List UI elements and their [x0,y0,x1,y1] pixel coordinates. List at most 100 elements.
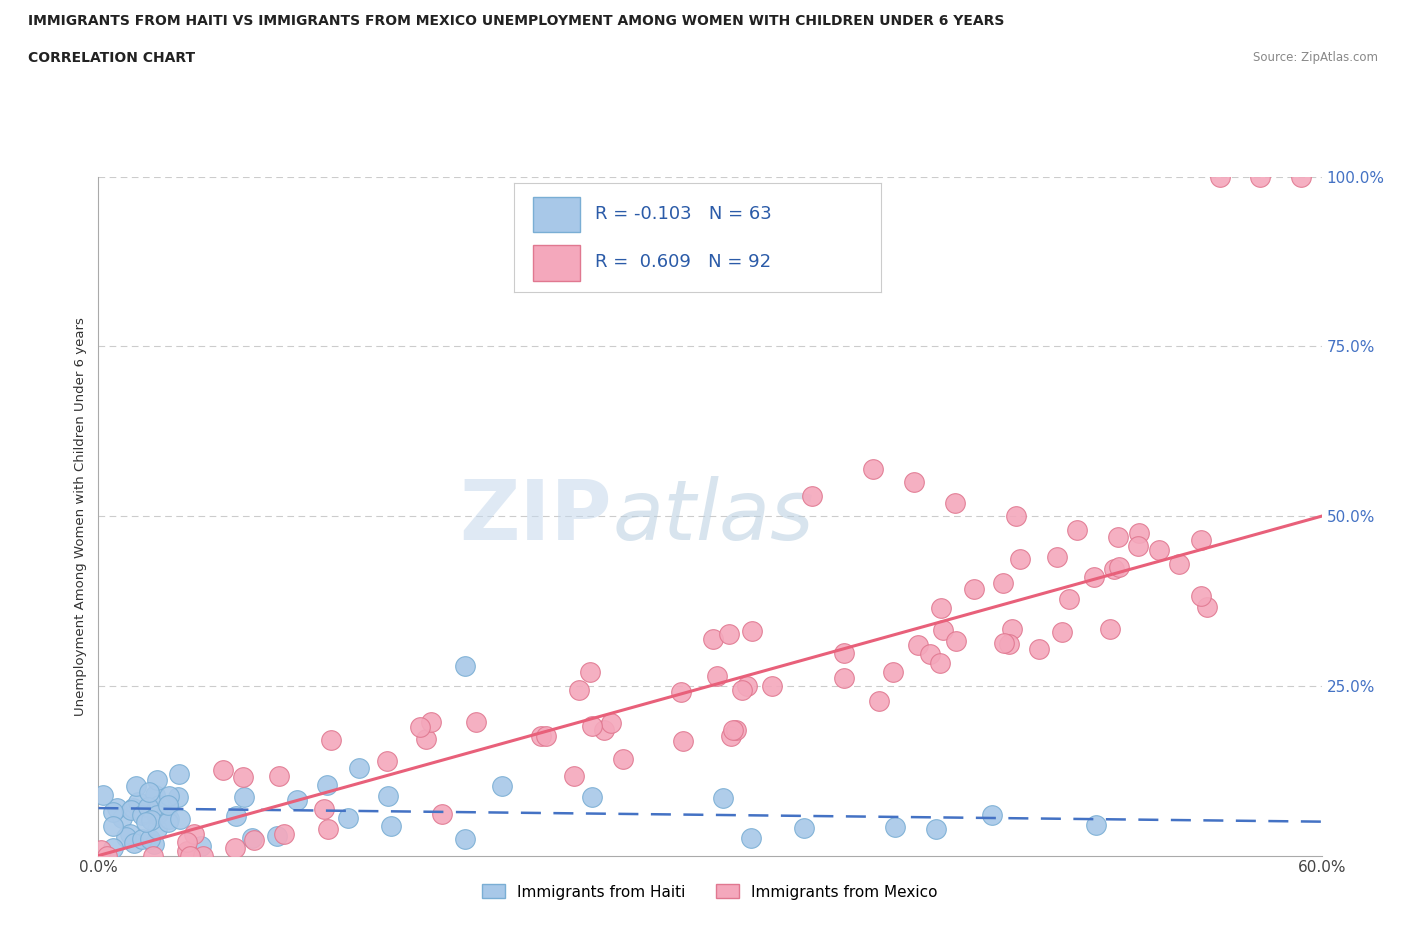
Point [1189,533,1212,548]
Point [233,790,256,804]
Point [731,683,754,698]
Legend: Immigrants from Haiti, Immigrants from Mexico: Immigrants from Haiti, Immigrants from M… [477,878,943,906]
Point [105,801,128,816]
Point [242,832,264,847]
Point [124,778,146,793]
Point [993,636,1015,651]
Point [135,815,157,830]
Point [711,790,734,805]
Point [721,723,744,737]
Point [945,633,967,648]
Point [176,844,198,858]
Point [903,474,925,489]
Y-axis label: Unemployment Among Women with Children Under 6 years: Unemployment Among Women with Children U… [75,317,87,715]
Point [191,848,214,863]
Point [267,769,290,784]
Point [963,581,986,596]
Point [377,789,399,804]
Point [981,807,1004,822]
Point [761,678,783,693]
Point [136,799,159,814]
Point [1291,169,1313,184]
Point [1108,560,1130,575]
Point [920,646,942,661]
Point [139,812,162,827]
Point [146,807,169,822]
Point [148,797,170,812]
Point [111,810,134,825]
Point [157,812,180,827]
Point [1128,538,1150,553]
Point [146,822,169,837]
Point [1189,589,1212,604]
Point [380,818,402,833]
Point [1050,625,1073,640]
Point [993,576,1015,591]
Text: IMMIGRANTS FROM HAITI VS IMMIGRANTS FROM MEXICO UNEMPLOYMENT AMONG WOMEN WITH CH: IMMIGRANTS FROM HAITI VS IMMIGRANTS FROM… [28,14,1004,28]
Point [793,820,815,835]
Point [146,804,169,818]
Point [997,637,1019,652]
Point [314,802,336,817]
Point [120,803,142,817]
Point [1167,556,1189,571]
Point [1195,600,1218,615]
Point [120,827,142,842]
Point [96,848,118,863]
Point [242,830,264,845]
Point [103,818,125,833]
Point [801,488,824,503]
Point [1102,561,1125,576]
Point [1059,591,1081,606]
Point [702,631,724,646]
Point [101,805,124,820]
Point [122,800,145,815]
Point [578,664,600,679]
Point [115,830,138,844]
Point [717,627,740,642]
Point [131,831,153,846]
Point [131,807,153,822]
Point [139,832,162,847]
Point [1084,817,1107,832]
Point [179,848,201,863]
Point [316,778,339,793]
Point [146,806,169,821]
Point [167,790,190,804]
Point [176,834,198,849]
Text: Source: ZipAtlas.com: Source: ZipAtlas.com [1253,51,1378,64]
Point [581,718,603,733]
Point [224,841,246,856]
Point [420,714,443,729]
Point [581,790,603,804]
Point [735,678,758,693]
Point [1147,542,1170,557]
Point [167,767,190,782]
Point [1098,622,1121,637]
Point [347,761,370,776]
Point [491,778,513,793]
Point [430,806,453,821]
Point [706,669,728,684]
Point [91,788,114,803]
Text: CORRELATION CHART: CORRELATION CHART [28,51,195,65]
Point [138,784,160,799]
Point [1249,169,1271,184]
Point [454,831,477,846]
Point [212,763,235,777]
Point [943,495,966,510]
Point [932,623,955,638]
Point [1128,525,1150,540]
Point [568,683,591,698]
Point [600,715,623,730]
Point [1004,509,1026,524]
Point [592,723,614,737]
Point [1001,622,1024,637]
Point [671,684,693,699]
Point [1083,569,1105,584]
Point [832,645,855,660]
Point [1008,552,1031,567]
Point [1107,529,1129,544]
Point [142,848,165,863]
Point [741,624,763,639]
